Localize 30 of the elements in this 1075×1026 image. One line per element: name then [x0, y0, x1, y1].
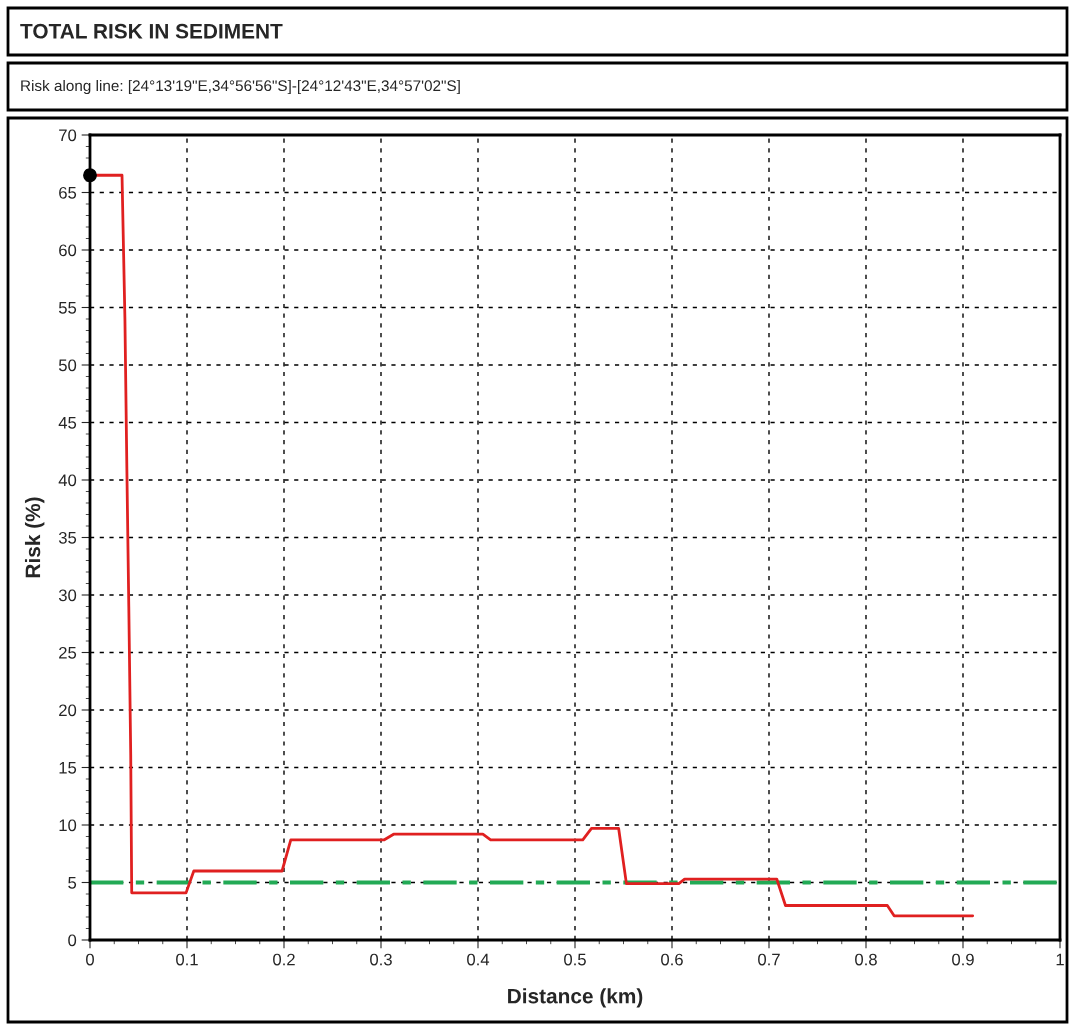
x-tick-label: 0: [86, 953, 94, 966]
y-tick-label: 35: [58, 531, 77, 544]
chart-subtitle: Risk along line: [24°13'19"E,34°56'56"S]-[24°12'43"E,34°57'02"S]: [21, 79, 460, 95]
y-tick-label: 5: [68, 877, 77, 889]
y-tick-label: 40: [58, 474, 77, 487]
y-tick-label: 55: [58, 302, 77, 314]
x-tick-label: 0.1: [176, 953, 198, 966]
x-tick-label: 0.7: [758, 953, 780, 966]
x-tick-label: 0.8: [855, 953, 877, 966]
y-axis-title: Risk (%): [24, 497, 45, 578]
y-tick-label: 20: [59, 704, 77, 717]
y-tick-label: 70: [59, 129, 77, 142]
x-tick-label: 0.4: [467, 953, 490, 966]
y-tick-label: 45: [58, 417, 77, 429]
x-tick-label: 0.6: [661, 953, 683, 966]
x-axis-title: Distance (km): [508, 988, 643, 1008]
y-tick-label: 15: [59, 762, 77, 774]
y-tick-label: 65: [59, 186, 77, 199]
y-tick-label: 25: [59, 646, 77, 659]
y-tick-label: 60: [59, 244, 77, 257]
x-tick-label: 0.2: [273, 953, 295, 966]
y-tick-label: 0: [68, 934, 77, 947]
x-tick-label: 0.3: [370, 953, 392, 966]
y-tick-label: 30: [58, 589, 77, 602]
x-tick-label: 0.5: [564, 953, 586, 966]
chart-title: TOTAL RISK IN SEDIMENT: [20, 23, 283, 39]
x-tick-label: 0.9: [952, 953, 974, 966]
x-tick-label: 1: [1056, 953, 1064, 966]
y-tick-label: 50: [58, 359, 77, 372]
y-tick-label: 10: [59, 819, 77, 832]
